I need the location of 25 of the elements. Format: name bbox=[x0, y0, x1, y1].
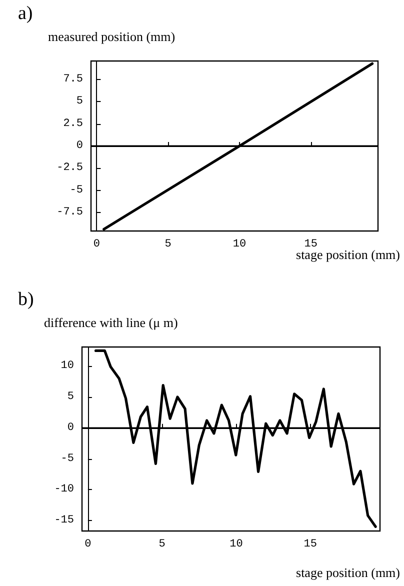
y-tick-label: 7.5 bbox=[63, 74, 83, 86]
x-tick-label: 10 bbox=[230, 538, 243, 550]
x-axis-title: stage position (mm) bbox=[296, 565, 400, 580]
y-tick-label: 5 bbox=[76, 96, 83, 108]
x-tick-label: 15 bbox=[304, 538, 317, 550]
y-axis-title: difference with line (μ m) bbox=[44, 315, 178, 330]
y-tick-label: -2.5 bbox=[56, 162, 83, 174]
y-tick-label: -15 bbox=[54, 514, 74, 527]
y-tick-label: -7.5 bbox=[56, 206, 83, 218]
chart-title: a) bbox=[18, 3, 33, 24]
x-tick-label: 5 bbox=[164, 238, 172, 250]
chart-title: b) bbox=[18, 289, 34, 310]
x-tick-label: 0 bbox=[93, 238, 100, 250]
x-tick-label: 5 bbox=[158, 538, 166, 550]
y-tick-label: 10 bbox=[60, 360, 74, 372]
y-tick-label: 0 bbox=[67, 422, 74, 434]
x-tick-label: 0 bbox=[84, 538, 92, 550]
x-tick-label: 10 bbox=[232, 238, 246, 250]
y-tick-label: -5 bbox=[60, 452, 74, 465]
y-tick-label: 0 bbox=[76, 140, 83, 152]
y-tick-label: 2.5 bbox=[63, 118, 83, 130]
y-tick-label: 5 bbox=[67, 391, 74, 404]
y-tick-label: -5 bbox=[70, 184, 83, 196]
y-tick-label: -10 bbox=[54, 484, 74, 496]
y-axis-title: measured position (mm) bbox=[48, 29, 176, 44]
